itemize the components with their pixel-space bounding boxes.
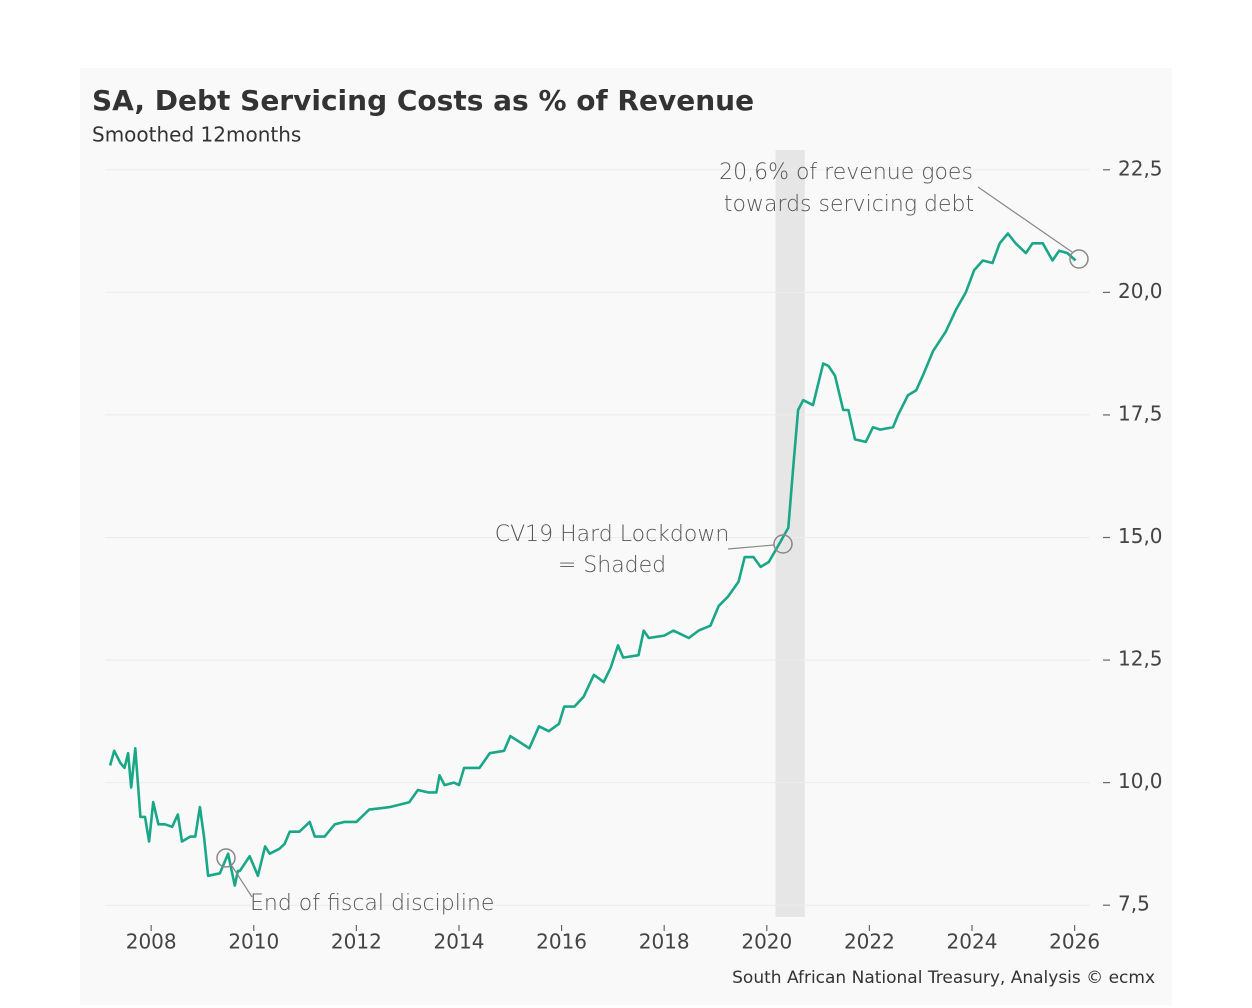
annotation-marker: [216, 848, 236, 868]
x-tick-label: 2022: [844, 930, 895, 954]
x-tick-label: 2026: [1049, 930, 1100, 954]
y-tick-label: 22,5: [1118, 156, 1163, 180]
annotation-marker: [773, 534, 793, 554]
shaded-period: [775, 150, 805, 917]
x-tick-label: 2016: [536, 930, 587, 954]
x-tick-label: 2010: [228, 930, 279, 954]
chart-subtitle: Smoothed 12months: [92, 123, 301, 147]
annotation-arrow: [977, 186, 1073, 253]
y-tick-label: 10,0: [1118, 769, 1163, 793]
annotation-text: = Shaded: [558, 553, 666, 578]
y-tick-label: 12,5: [1118, 647, 1163, 671]
data-line: [108, 232, 1077, 887]
annotation-arrow: [231, 865, 253, 898]
plot: 7,5 10,0 12,5 15,0 17,5 20,0 22,5 2008 2010 2012 2…: [105, 150, 1163, 954]
annotation-text: CV19 Hard Lockdown: [495, 522, 730, 547]
chart-title: SA, Debt Servicing Costs as % of Revenue: [92, 84, 754, 117]
x-tick-label: 2018: [639, 930, 690, 954]
y-tick-label: 7,5: [1118, 892, 1150, 916]
y-tick-label: 15,0: [1118, 524, 1163, 548]
annotation-arrow: [727, 544, 775, 550]
annotation-marker: [1069, 249, 1089, 269]
source: South African National Treasury, Analysi…: [732, 968, 1155, 988]
annotation-text: towards servicing debt: [724, 192, 974, 217]
annotation-text: End of fiscal discipline: [250, 891, 494, 916]
x-tick-label: 2012: [331, 930, 382, 954]
y-tick-label: 17,5: [1118, 401, 1163, 425]
x-tick-label: 2014: [434, 930, 485, 954]
annotations: End of fiscal discipline CV19 Hard Lockd…: [216, 160, 1089, 916]
x-tick-label: 2020: [741, 930, 792, 954]
x-tick-label: 2008: [126, 930, 177, 954]
chart-background: [80, 68, 1172, 1005]
x-tick-label: 2024: [947, 930, 998, 954]
y-tick-label: 20,0: [1118, 279, 1163, 303]
annotation-text: 20,6% of revenue goes: [719, 160, 973, 185]
